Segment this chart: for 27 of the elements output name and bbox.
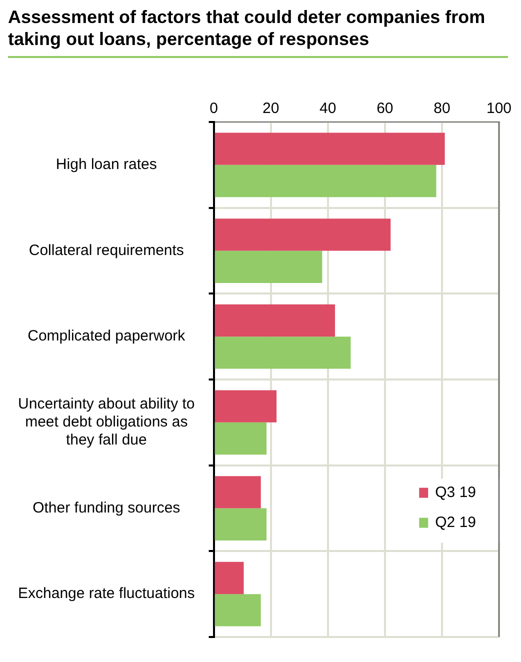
x-tick-label: 80 (434, 100, 450, 118)
legend-label: Q3 19 (435, 484, 476, 501)
bar (214, 336, 351, 369)
bar (214, 218, 391, 251)
bar (214, 562, 244, 594)
bar (214, 304, 335, 337)
x-tick-label: 100 (486, 100, 512, 118)
y-tick-label: Complicated paperwork (28, 328, 186, 345)
x-tick-label: 60 (376, 100, 394, 118)
y-tick-label: Other funding sources (32, 499, 180, 516)
y-tick-label: High loan rates (56, 156, 157, 174)
bar (214, 390, 277, 422)
y-tick-label: Exchange rate fluctuations (18, 585, 195, 602)
x-tick-label: 40 (320, 100, 336, 118)
chart-title: Assessment of factors that could deter companies from taking out loans, percentage of responses (8, 6, 508, 58)
bar (214, 132, 445, 165)
y-tick-label: Collateral requirements (28, 242, 184, 259)
y-tick-label: Uncertainty about ability to meet debt obligations as they fall due (18, 396, 195, 449)
legend-label: Q2 19 (435, 514, 476, 531)
bar (214, 508, 267, 540)
x-tick-label: 20 (262, 100, 280, 118)
bar (214, 594, 261, 626)
bar (214, 476, 261, 508)
bar (214, 422, 267, 455)
bar (214, 164, 436, 198)
bar (214, 250, 322, 283)
x-tick-label: 0 (210, 100, 218, 118)
